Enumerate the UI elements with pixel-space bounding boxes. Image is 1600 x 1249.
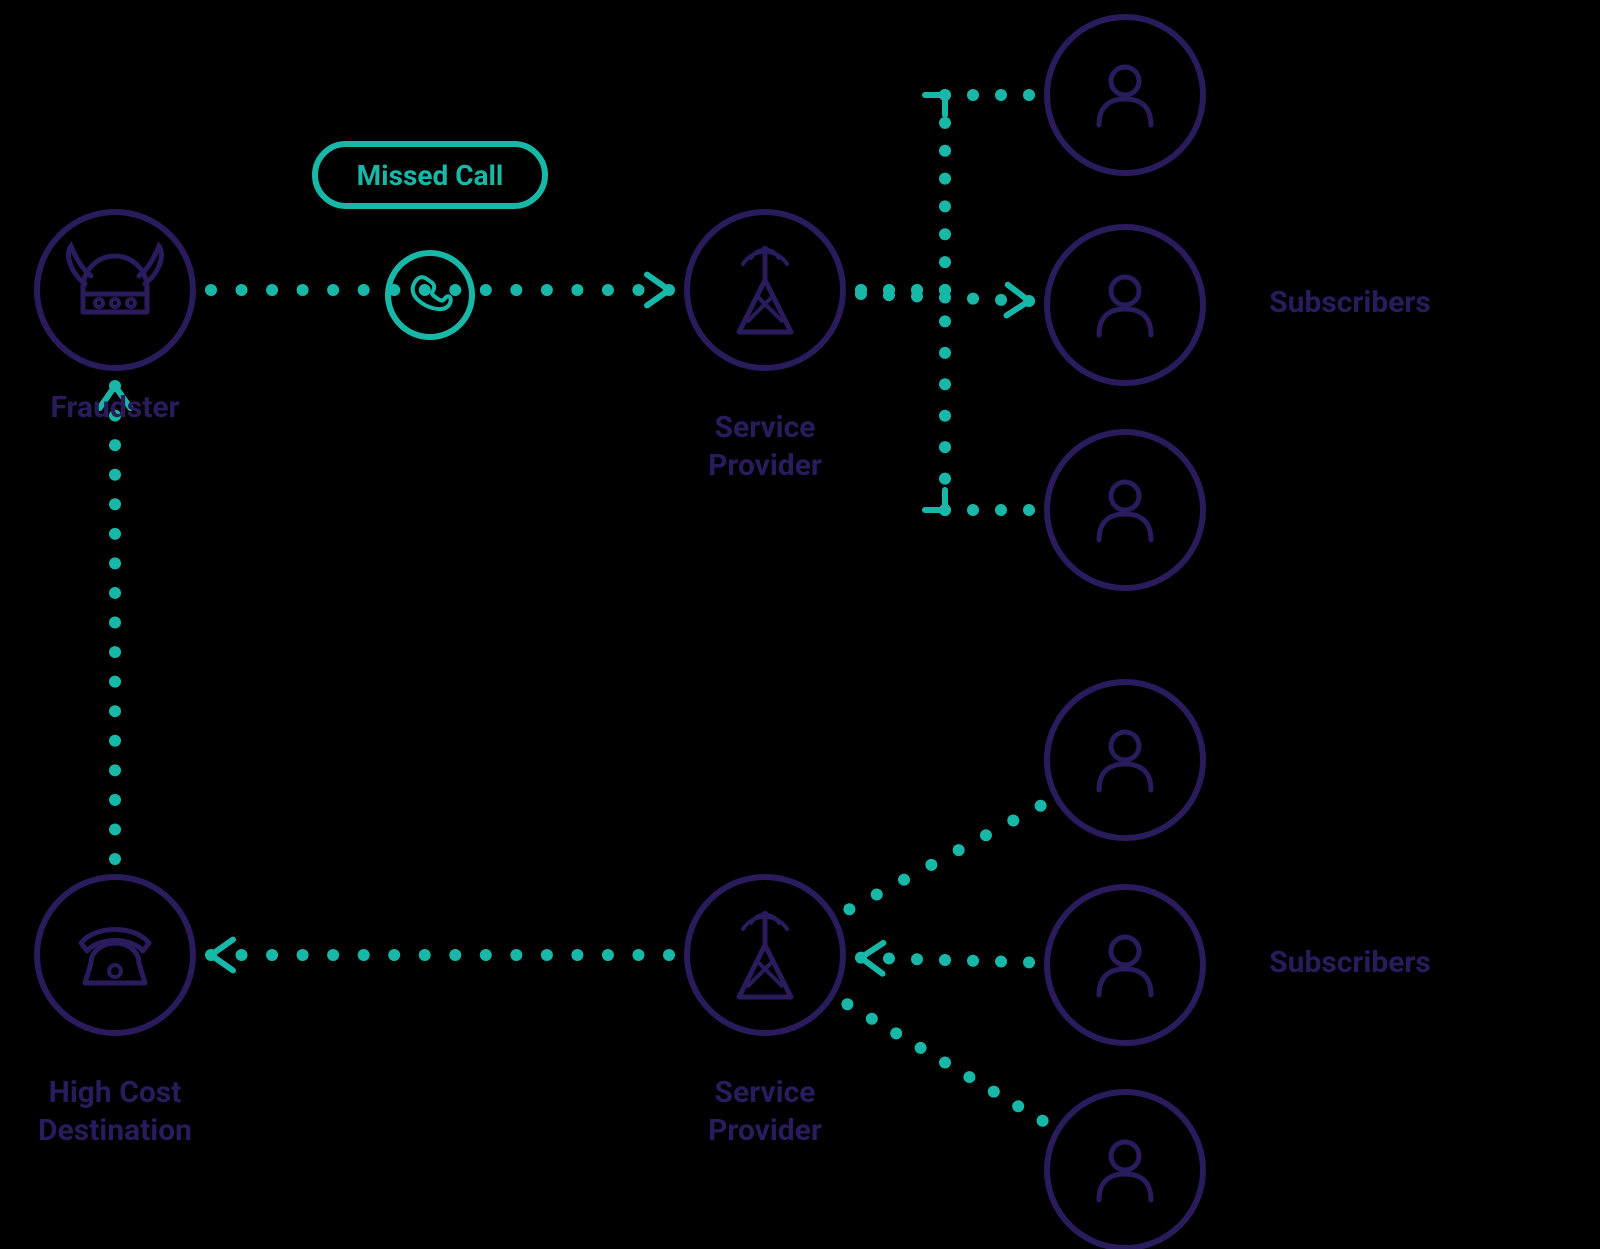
diagram-canvas (0, 0, 1600, 1249)
node-fraudster (37, 212, 193, 368)
node-service_provider_2 (687, 877, 843, 1033)
label-service_provider_1: Service Provider (565, 409, 965, 484)
node-sub_1c (1047, 432, 1203, 588)
missed-call-badge: Missed Call (315, 144, 545, 206)
label-fraudster: Fraudster (0, 389, 315, 427)
node-sub_2c (1047, 1092, 1203, 1248)
node-sub_1a (1047, 17, 1203, 173)
label-service_provider_2: Service Provider (565, 1074, 965, 1149)
node-sub_2a (1047, 682, 1203, 838)
node-service_provider_1 (687, 212, 843, 368)
missed-call-phone-icon (388, 253, 472, 337)
node-high_cost (37, 877, 193, 1033)
label-subscribers-top: Subscribers (1150, 284, 1550, 322)
label-subscribers-bottom: Subscribers (1150, 944, 1550, 982)
label-high_cost: High Cost Destination (0, 1074, 315, 1149)
